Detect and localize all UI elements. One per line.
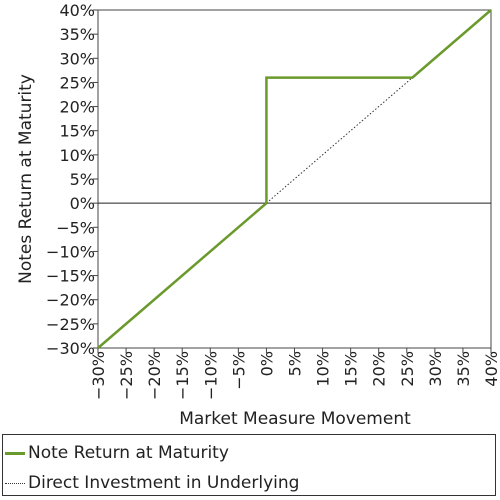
y-tick-label: −5% xyxy=(56,218,95,237)
x-tick-label: 10% xyxy=(314,351,333,387)
y-tick-label: −30% xyxy=(46,339,95,358)
y-tick-label: 5% xyxy=(70,170,95,189)
x-tick-label: 25% xyxy=(398,351,417,387)
y-axis-label: Notes Return at Maturity xyxy=(16,74,36,284)
y-tick-label: −25% xyxy=(46,315,95,334)
x-tick-label: 30% xyxy=(426,351,445,387)
x-tick-label: 40% xyxy=(482,351,500,387)
x-tick-label: 20% xyxy=(370,351,389,387)
x-axis-label: Market Measure Movement xyxy=(179,409,411,429)
legend-swatch-dotted xyxy=(5,482,25,484)
x-tick-label: −25% xyxy=(117,351,136,400)
x-tick-label: −10% xyxy=(201,351,220,400)
legend-label-direct-investment: Direct Investment in Underlying xyxy=(28,473,300,493)
y-tick-label: 20% xyxy=(59,98,95,117)
y-tick-label: −20% xyxy=(46,291,95,310)
x-tick-label: −15% xyxy=(173,351,192,400)
series-direct-investment-line xyxy=(266,77,413,204)
y-tick-label: 40% xyxy=(59,1,95,20)
x-tick-label: −30% xyxy=(89,351,108,400)
y-tick-label: 25% xyxy=(59,73,95,92)
y-tick-label: 0% xyxy=(70,194,95,213)
legend-item-direct-investment: Direct Investment in Underlying xyxy=(3,471,299,495)
x-tick-label: −5% xyxy=(229,351,248,390)
x-tick-label: 35% xyxy=(454,351,473,387)
y-tick-label: −15% xyxy=(46,267,95,286)
y-tick-label: 35% xyxy=(59,25,95,44)
y-tick-label: 10% xyxy=(59,146,95,165)
y-tick-label: 30% xyxy=(59,49,95,68)
y-tick-label: −10% xyxy=(46,242,95,261)
legend-swatch-solid xyxy=(5,451,25,455)
x-tick-label: 5% xyxy=(286,351,305,376)
x-tick-label: 0% xyxy=(257,351,276,376)
x-tick-label: 15% xyxy=(342,351,361,387)
payoff-chart: −30% −25% −20% −15% −10% −5% 0% 5% 10% 15% 20% 25% 3… xyxy=(16,1,500,429)
series-note-return-line xyxy=(97,9,492,349)
legend-label-note-return: Note Return at Maturity xyxy=(28,443,229,463)
legend: Note Return at Maturity Direct Investmen… xyxy=(2,434,496,496)
legend-item-note-return: Note Return at Maturity xyxy=(3,441,229,465)
y-tick-label: 15% xyxy=(59,122,95,141)
x-tick-label: −20% xyxy=(145,351,164,400)
